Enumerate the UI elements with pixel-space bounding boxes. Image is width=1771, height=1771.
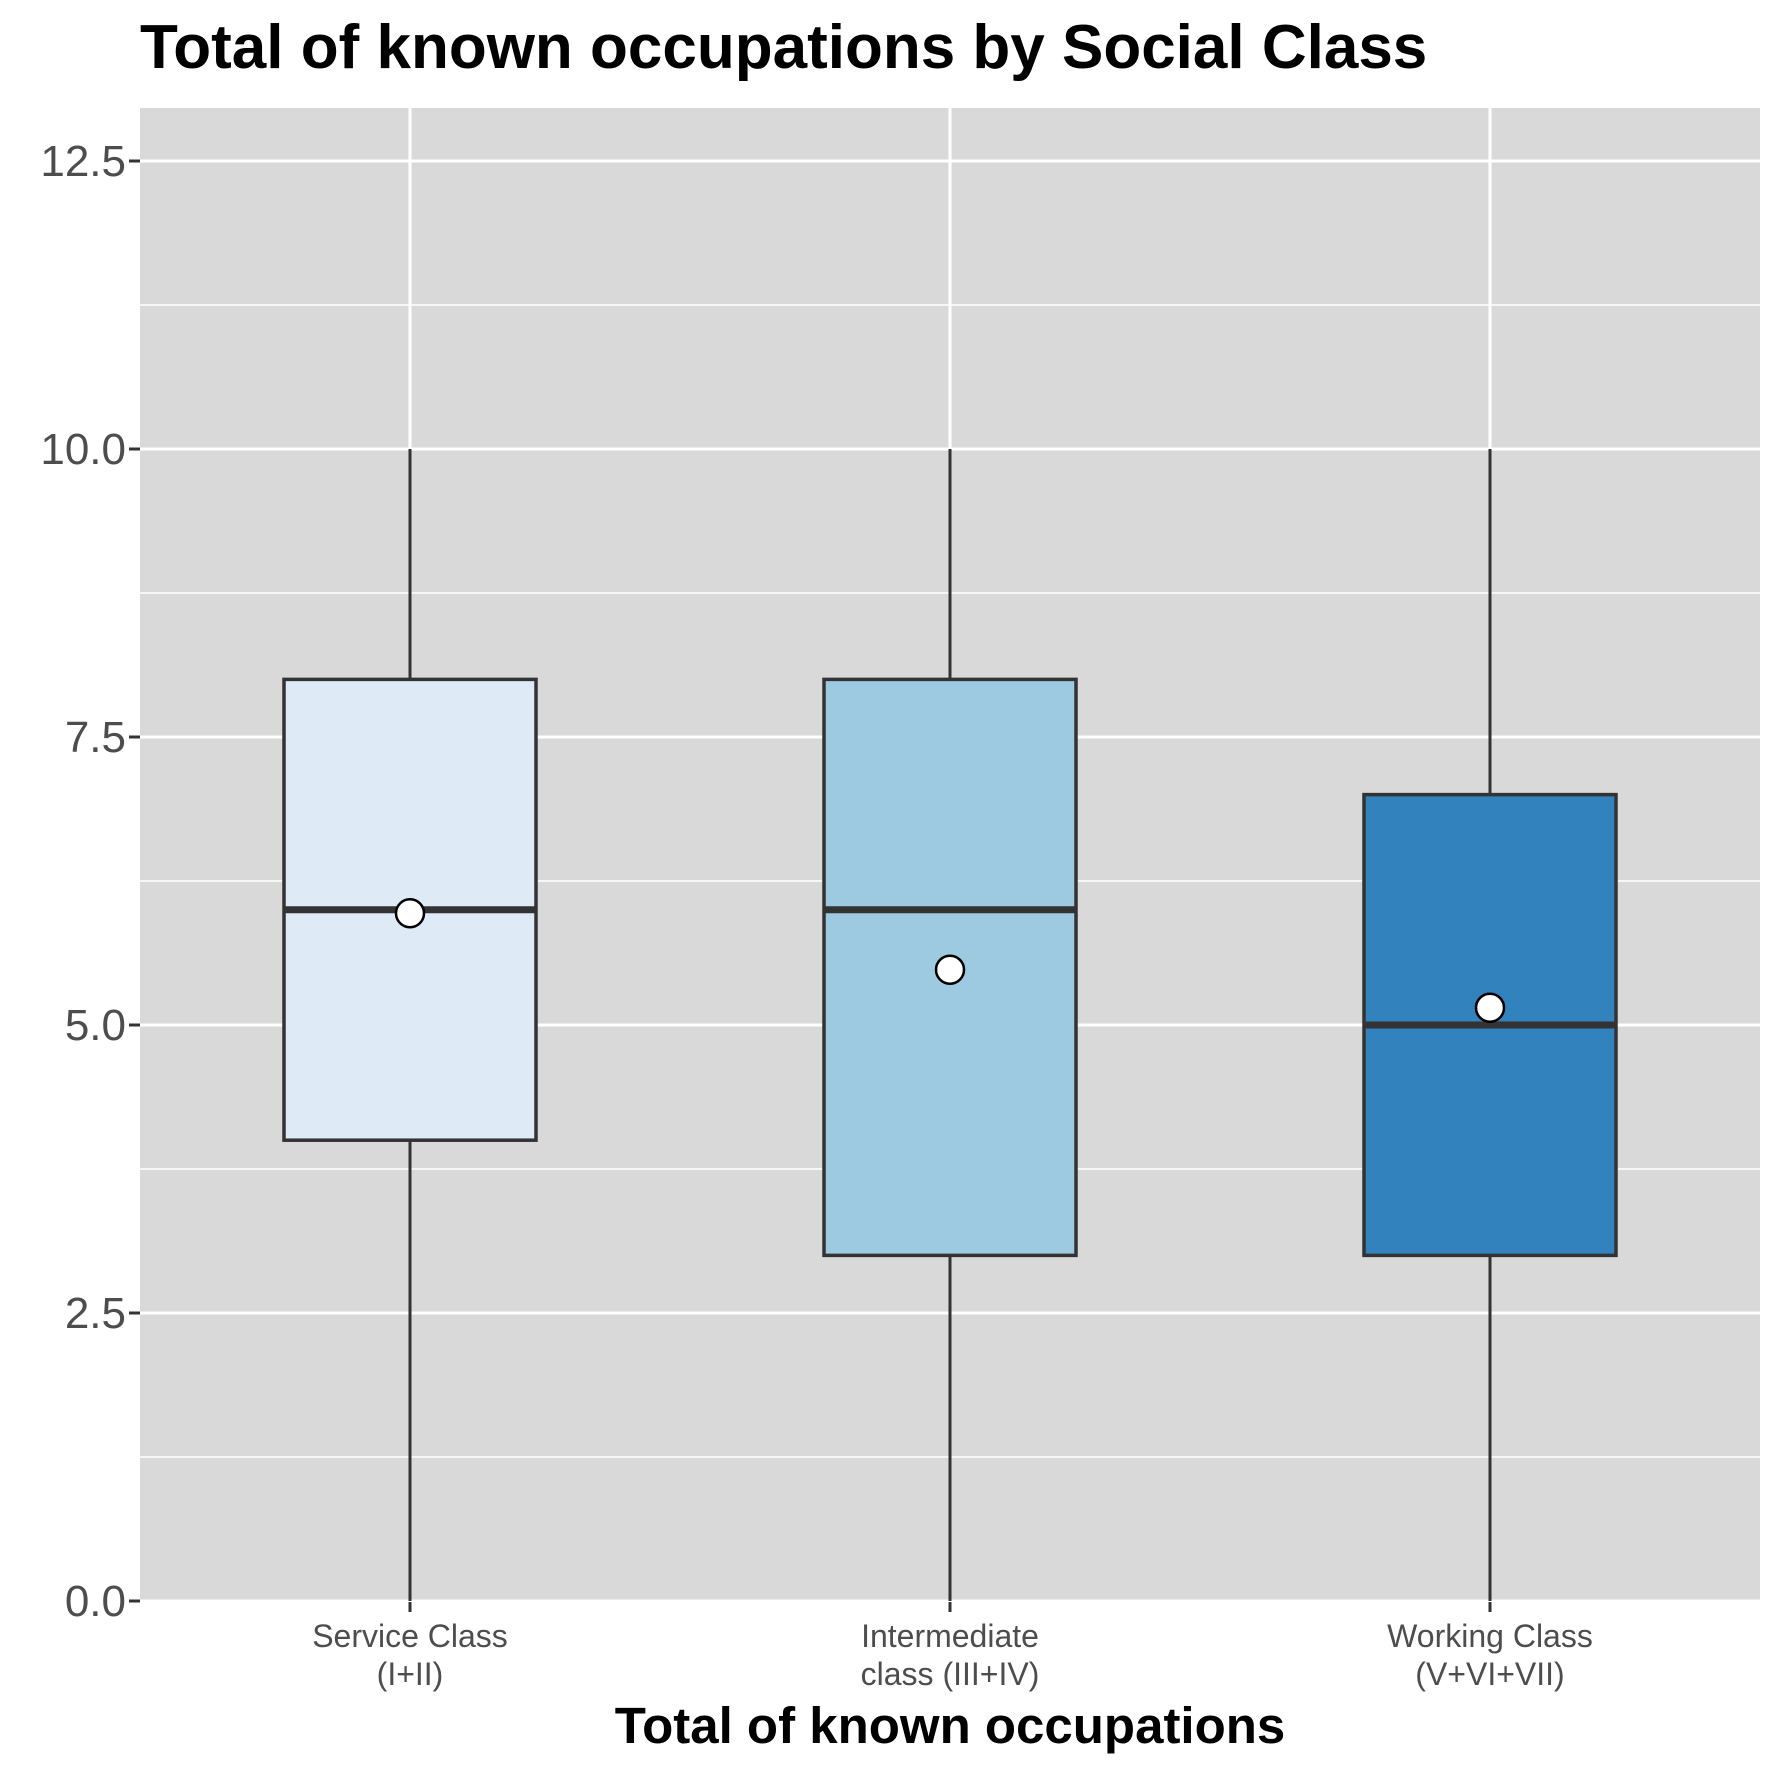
y-tick-label: 7.5: [65, 713, 126, 762]
y-tick-label: 10.0: [40, 425, 126, 474]
y-tick-label: 5.0: [65, 1001, 126, 1050]
x-tick-label: Intermediate: [861, 1618, 1039, 1654]
boxes: [282, 449, 1618, 1601]
x-tick-label: Service Class: [312, 1618, 508, 1654]
mean-point: [934, 954, 966, 985]
x-tick-label: Working Class: [1387, 1618, 1593, 1654]
x-axis-label: Total of known occupations: [615, 1697, 1286, 1754]
box-group: [1362, 449, 1618, 1601]
y-axis: 0.0 2.5 5.0 7.5 10.0 12.5: [40, 137, 140, 1626]
chart-title: Total of known occupations by Social Cla…: [140, 13, 1427, 82]
x-tick-label: (I+II): [377, 1656, 444, 1692]
box-group: [282, 449, 538, 1601]
y-tick-label: 2.5: [65, 1289, 126, 1338]
box-group: [822, 449, 1078, 1601]
y-tick-label: 12.5: [40, 137, 126, 186]
mean-point: [1474, 992, 1506, 1023]
y-tick-label: 0.0: [65, 1577, 126, 1626]
x-tick-label: (V+VI+VII): [1415, 1656, 1564, 1692]
mean-point: [394, 898, 426, 929]
x-tick-label: class (III+IV): [861, 1656, 1040, 1692]
